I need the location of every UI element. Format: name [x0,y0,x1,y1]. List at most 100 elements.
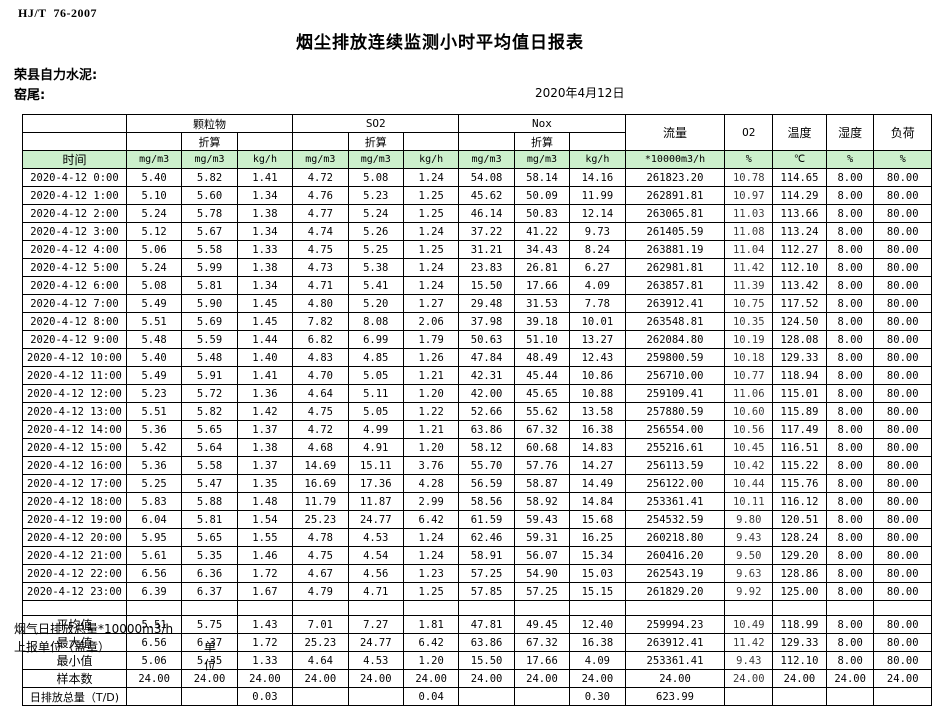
cell-o2-r23: 9.92 [724,582,774,601]
cell-temperature-r9: 128.08 [772,330,827,349]
cell-o2-r3: 11.08 [724,222,774,241]
cell-load-r8: 80.00 [873,312,932,331]
cell-particulate-mgm3-r20: 5.95 [125,528,183,547]
cell-time-r16: 2020-4-12 16:00 [22,456,127,475]
cell-nox-kgh-r19: 15.68 [569,510,626,529]
table-row: 2020-4-12 21:00 5.61 5.35 1.46 4.75 4.54 1.24 5… [22,546,932,565]
cell-particulate-kgh-r7: 1.45 [236,294,294,313]
cell-nox-mgm3-r8: 37.98 [458,312,515,331]
table-row: 2020-4-12 6:00 5.08 5.81 1.34 4.71 5.41 1.24 15… [22,276,932,295]
cell-so2-kgh-r18: 2.99 [402,492,460,511]
cell-particulate-mgm3-r16: 5.36 [125,456,183,475]
cell-humidity-r9: 8.00 [825,330,875,349]
table-row: 2020-4-12 16:00 5.36 5.58 1.37 14.69 15.11 3.7… [22,456,932,475]
summary-so2-mgm3-0: 7.01 [292,615,349,634]
cell-so2-mgm3-r9: 6.82 [292,330,349,349]
table-row: 2020-4-12 14:00 5.36 5.65 1.37 4.72 4.99 1.21 6… [22,420,932,439]
cell-particulate-mgm3-r8: 5.51 [125,312,183,331]
cell-load-r15: 80.00 [873,438,932,457]
cell-particulate-kgh-r6: 1.34 [236,276,294,295]
cell-so2-converted-r20: 4.53 [347,528,404,547]
cell-nox-mgm3-r10: 47.84 [458,348,515,367]
cell-humidity-r0: 8.00 [825,168,875,187]
cell-flow-r23: 261829.20 [624,582,726,601]
cell-particulate-converted-r7: 5.90 [181,294,238,313]
cell-o2-r4: 11.04 [724,240,774,259]
cell-flow-r18: 253361.41 [624,492,726,511]
summary-particulate-kgh-1: 1.72 [236,633,294,652]
cell-particulate-kgh-r16: 1.37 [236,456,294,475]
cell-nox-converted-r17: 58.87 [513,474,571,493]
cell-nox-kgh-r20: 16.25 [569,528,626,547]
cell-so2-converted-r5: 5.38 [347,258,404,277]
report-date: 2020年4月12日 [535,86,625,100]
cell-o2-r18: 10.11 [724,492,774,511]
table-row: 2020-4-12 15:00 5.42 5.64 1.38 4.68 4.91 1.20 5… [22,438,932,457]
cell-nox-mgm3-r12: 42.00 [458,384,515,403]
cell-particulate-kgh-r13: 1.42 [236,402,294,421]
cell-flow-r13: 257880.59 [624,402,726,421]
summary-so2-kgh-0: 1.81 [402,615,460,634]
cell-o2-r10: 10.18 [724,348,774,367]
cell-temperature-r22: 128.86 [772,564,827,583]
summary-flow-2: 253361.41 [624,651,726,670]
cell-so2-kgh-r22: 1.23 [402,564,460,583]
summary-row: 样本数 24.00 24.00 24.00 24.00 24.00 24.00 24.00 24… [22,669,932,688]
cell-particulate-kgh-r1: 1.34 [236,186,294,205]
cell-so2-converted-r10: 4.85 [347,348,404,367]
cell-flow-r0: 261823.20 [624,168,726,187]
spacer-cell-9 [569,600,626,616]
unit-load: % [873,150,932,169]
cell-load-r19: 80.00 [873,510,932,529]
table-row: 2020-4-12 3:00 5.12 5.67 1.34 4.74 5.26 1.24 37… [22,222,932,241]
cell-flow-r14: 256554.00 [624,420,726,439]
cell-time-r17: 2020-4-12 17:00 [22,474,127,493]
cell-particulate-converted-r3: 5.67 [181,222,238,241]
unit-so2-mgm3: mg/m3 [292,150,349,169]
cell-load-r10: 80.00 [873,348,932,367]
cell-particulate-kgh-r21: 1.46 [236,546,294,565]
cell-flow-r20: 260218.80 [624,528,726,547]
header-particulate-converted: 折算 [181,132,238,151]
table-row: 2020-4-12 13:00 5.51 5.82 1.42 4.75 5.05 1.22 5… [22,402,932,421]
cell-time-r4: 2020-4-12 4:00 [22,240,127,259]
cell-so2-kgh-r9: 1.79 [402,330,460,349]
cell-so2-converted-r12: 5.11 [347,384,404,403]
cell-particulate-kgh-r15: 1.38 [236,438,294,457]
spacer-cell-14 [873,600,932,616]
cell-nox-converted-r2: 50.83 [513,204,571,223]
summary-particulate-mgm3-3: 24.00 [125,669,183,688]
cell-so2-kgh-r3: 1.24 [402,222,460,241]
cell-so2-kgh-r5: 1.24 [402,258,460,277]
cell-time-r2: 2020-4-12 2:00 [22,204,127,223]
daily-total-load [873,687,932,706]
cell-so2-mgm3-r7: 4.80 [292,294,349,313]
summary-nox-kgh-0: 12.40 [569,615,626,634]
table-row: 2020-4-12 23:00 6.39 6.37 1.67 4.79 4.71 1.25 5… [22,582,932,601]
cell-nox-kgh-r3: 9.73 [569,222,626,241]
unit-o2: % [724,150,774,169]
cell-nox-kgh-r11: 10.86 [569,366,626,385]
cell-nox-mgm3-r6: 15.50 [458,276,515,295]
cell-load-r3: 80.00 [873,222,932,241]
cell-nox-kgh-r7: 7.78 [569,294,626,313]
cell-time-r13: 2020-4-12 13:00 [22,402,127,421]
table-body: 2020-4-12 0:00 5.40 5.82 1.41 4.72 5.08 1.24 54… [22,168,932,706]
summary-time-3: 样本数 [22,669,127,688]
cell-flow-r17: 256122.00 [624,474,726,493]
summary-so2-mgm3-2: 4.64 [292,651,349,670]
table-row: 2020-4-12 7:00 5.49 5.90 1.45 4.80 5.20 1.27 29… [22,294,932,313]
cell-nox-converted-r22: 54.90 [513,564,571,583]
cell-temperature-r18: 116.12 [772,492,827,511]
cell-so2-converted-r7: 5.20 [347,294,404,313]
cell-so2-kgh-r17: 4.28 [402,474,460,493]
cell-humidity-r17: 8.00 [825,474,875,493]
cell-particulate-kgh-r23: 1.67 [236,582,294,601]
cell-nox-converted-r15: 60.68 [513,438,571,457]
cell-so2-converted-r19: 24.77 [347,510,404,529]
cell-nox-mgm3-r14: 63.86 [458,420,515,439]
cell-load-r18: 80.00 [873,492,932,511]
cell-temperature-r1: 114.29 [772,186,827,205]
summary-nox-mgm3-2: 15.50 [458,651,515,670]
header-group-temperature: 温度 [772,114,827,151]
